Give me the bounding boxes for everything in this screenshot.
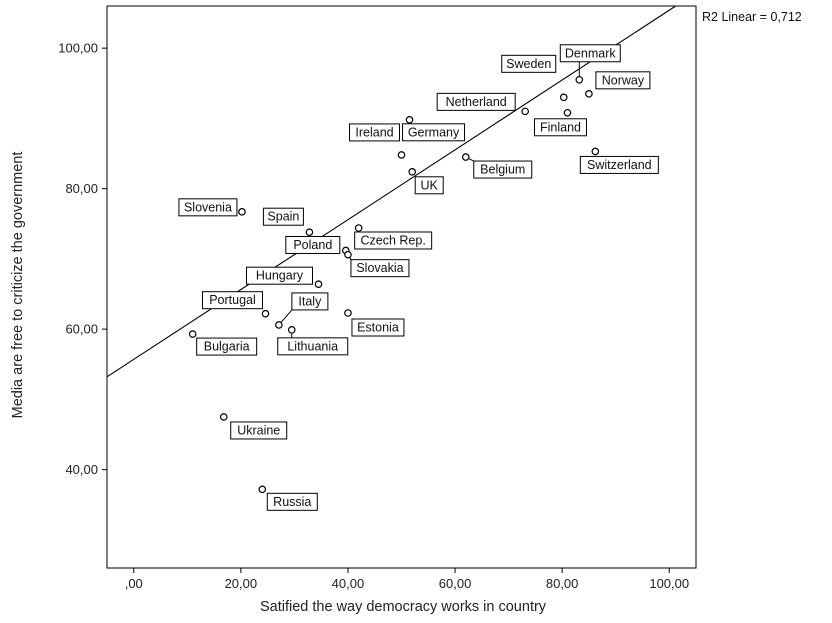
data-point <box>238 208 246 216</box>
point-label: Slovakia <box>356 261 403 275</box>
point-label-box <box>262 207 304 226</box>
point-label-box <box>473 160 533 179</box>
data-point <box>575 75 584 84</box>
point-label-box <box>351 318 405 337</box>
point-label: Sweden <box>506 57 551 71</box>
data-point <box>461 153 470 161</box>
point-label-box <box>266 492 318 511</box>
point-label-box <box>414 176 444 195</box>
x-tick-label: 80,00 <box>546 576 579 591</box>
y-tick-label: 40,00 <box>65 462 98 477</box>
data-point <box>287 326 296 334</box>
point-label-box <box>533 118 587 137</box>
point-label: Norway <box>602 73 645 87</box>
point-label-box <box>402 123 466 142</box>
data-point <box>397 151 406 159</box>
x-tick-label: 60,00 <box>439 576 472 591</box>
y-axis-title: Media are free to criticize the governme… <box>10 152 26 419</box>
data-point <box>275 321 283 329</box>
point-label-box <box>579 155 659 174</box>
point-label: Switzerland <box>587 158 652 172</box>
point-label: Italy <box>298 294 322 308</box>
point-label: Czech Rep. <box>361 233 426 247</box>
point-label: Portugal <box>209 293 256 307</box>
point-label: Spain <box>267 210 299 224</box>
data-point <box>585 90 593 98</box>
x-tick-label: 20,00 <box>225 576 258 591</box>
point-label: Russia <box>273 495 311 509</box>
x-tick-label: 40,00 <box>332 576 365 591</box>
data-point <box>344 250 352 259</box>
y-axis: 40,00 60,00 80,00 100,00 <box>58 41 107 477</box>
data-point <box>559 93 568 102</box>
point-label-box <box>230 421 288 440</box>
data-point <box>521 107 529 116</box>
point-label: Hungary <box>256 269 304 283</box>
point-label: Finland <box>540 120 581 134</box>
r2-linear-label: R2 Linear = 0,712 <box>702 10 802 24</box>
regression-line <box>106 5 676 378</box>
data-point <box>188 330 197 338</box>
point-label: Slovenia <box>184 200 232 214</box>
point-label-box <box>246 266 314 285</box>
x-tick-label: 100,00 <box>649 576 689 591</box>
point-label-box <box>559 44 621 63</box>
data-point <box>591 147 600 156</box>
point-label: Ukraine <box>237 423 280 437</box>
point-label: Netherland <box>446 95 507 109</box>
data-point <box>408 167 417 176</box>
data-point <box>305 228 314 237</box>
point-label: Estonia <box>357 320 399 334</box>
fit-line-layer <box>106 5 676 378</box>
point-label-box <box>291 292 329 311</box>
x-tick-label: ,00 <box>125 576 143 591</box>
point-label-box <box>350 259 410 278</box>
point-label: Bulgaria <box>204 340 250 354</box>
point-label-box <box>595 71 651 90</box>
point-label: Germany <box>408 125 460 139</box>
data-point <box>354 224 363 232</box>
point-label-box <box>501 54 557 73</box>
point-label: Belgium <box>480 163 525 177</box>
point-label: Denmark <box>565 46 616 60</box>
point-label-box <box>349 123 400 142</box>
x-axis-title: Satified the way democracy works in coun… <box>260 599 547 615</box>
point-label: Ireland <box>355 125 393 139</box>
data-point <box>405 116 414 124</box>
point-label-box <box>178 198 238 217</box>
point-label: Lithuania <box>287 339 338 353</box>
data-point <box>314 280 323 288</box>
data-point <box>261 309 270 318</box>
data-point <box>344 309 352 317</box>
point-label-box <box>196 337 258 356</box>
point-label-box <box>285 235 341 254</box>
point-label-box <box>354 231 433 250</box>
point-label-box <box>201 291 263 310</box>
point-label: UK <box>421 178 439 192</box>
point-label-box <box>436 92 516 111</box>
point-labels: Denmark Sweden Norway Netherland Finland Swit… <box>178 44 659 511</box>
y-tick-label: 80,00 <box>65 181 98 196</box>
x-axis: ,00 20,00 40,00 60,00 80,00 100,00 <box>125 568 689 591</box>
y-tick-label: 100,00 <box>58 41 98 56</box>
point-label-box <box>277 337 349 356</box>
data-point <box>258 485 267 494</box>
data-point <box>219 413 228 421</box>
y-tick-label: 60,00 <box>65 322 98 337</box>
plot-frame <box>106 5 697 569</box>
point-label: Poland <box>293 238 332 252</box>
data-points <box>188 75 600 494</box>
data-point <box>563 108 572 117</box>
